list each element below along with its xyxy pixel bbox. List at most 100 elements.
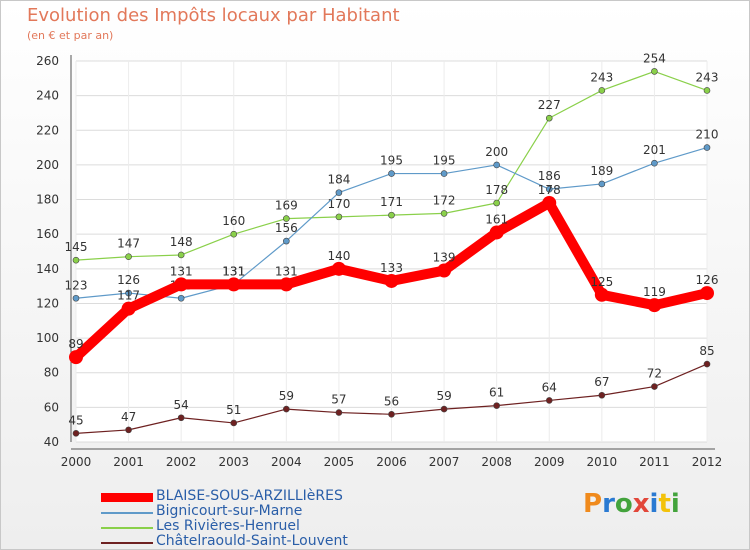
data-label: 139	[433, 251, 456, 265]
data-label: 161	[485, 212, 508, 226]
data-point	[440, 405, 448, 413]
data-point	[440, 170, 448, 177]
data-label: 200	[485, 145, 508, 159]
data-label: 254	[643, 51, 666, 65]
x-tick-label: 2012	[692, 455, 723, 469]
data-label: 156	[275, 221, 298, 235]
data-label: 131	[170, 264, 193, 278]
x-tick-label: 2005	[324, 455, 355, 469]
data-point	[651, 68, 658, 75]
data-label: 145	[65, 240, 88, 254]
legend-label: Bignicourt-sur-Marne	[156, 503, 303, 519]
data-point	[493, 161, 500, 169]
proxiti-logo: Proxiti	[583, 489, 680, 519]
data-point	[388, 170, 395, 177]
data-label: 61	[489, 386, 504, 400]
y-tick-label: 260	[36, 54, 59, 68]
data-point	[125, 426, 132, 434]
x-tick-label: 2004	[271, 455, 302, 469]
x-tick-label: 2010	[587, 455, 618, 469]
data-label: 57	[331, 393, 346, 407]
x-tick-label: 2003	[218, 455, 249, 469]
data-label: 133	[380, 261, 403, 275]
data-point	[69, 350, 83, 365]
data-point	[283, 405, 290, 413]
data-label: 178	[485, 183, 508, 197]
x-tick-label: 2000	[61, 455, 92, 469]
y-tick-label: 140	[36, 262, 59, 276]
legend-label: Les Rivières-Henruel	[156, 518, 300, 534]
data-label: 51	[226, 403, 241, 417]
data-label: 131	[222, 264, 245, 278]
data-point	[598, 180, 606, 188]
data-point	[651, 159, 658, 167]
y-tick-label: 160	[36, 227, 59, 241]
logo-letter: t	[658, 489, 671, 519]
legend-label: BLAISE-SOUS-ARZILLIèRES	[156, 488, 343, 504]
data-point	[283, 237, 290, 245]
data-label: 117	[117, 289, 140, 303]
data-point	[700, 286, 714, 301]
data-point	[598, 391, 606, 399]
data-point	[440, 210, 448, 217]
data-point	[493, 199, 500, 207]
data-point	[545, 397, 553, 404]
logo-letter: o	[614, 489, 633, 519]
logo-letter: x	[632, 489, 650, 519]
legend-swatch	[101, 542, 153, 544]
y-tick-label: 60	[44, 400, 59, 414]
data-point	[335, 409, 343, 416]
y-tick-label: 120	[36, 296, 59, 310]
data-label: 210	[696, 128, 719, 142]
data-label: 172	[433, 193, 456, 207]
data-point	[335, 213, 343, 221]
data-point	[594, 287, 609, 302]
data-point	[651, 383, 658, 390]
logo-letter: P	[583, 489, 603, 519]
x-tick-label: 2009	[534, 455, 565, 469]
data-label: 178	[538, 183, 561, 197]
chart-subtitle: (en € et par an)	[27, 29, 114, 42]
data-label: 195	[380, 154, 403, 168]
x-tick-label: 2006	[376, 455, 407, 469]
data-label: 171	[380, 195, 403, 209]
data-label: 148	[170, 235, 193, 249]
data-point	[542, 196, 557, 211]
data-label: 59	[436, 389, 451, 403]
data-label: 186	[538, 169, 561, 183]
data-point	[388, 211, 395, 219]
data-label: 184	[327, 173, 350, 187]
data-label: 45	[68, 413, 83, 427]
data-label: 189	[590, 164, 613, 178]
data-point	[283, 215, 290, 222]
legend-label: Châtelraould-Saint-Louvent	[156, 533, 348, 549]
data-point	[331, 261, 346, 276]
data-label: 131	[275, 264, 298, 278]
legend-swatch	[101, 512, 153, 514]
data-point	[493, 402, 500, 409]
data-point	[125, 289, 132, 297]
data-point	[703, 87, 711, 94]
data-label: 140	[327, 249, 350, 263]
data-label: 170	[327, 197, 350, 211]
data-point	[177, 414, 185, 422]
chart-title: Evolution des Impôts locaux par Habitant	[27, 5, 400, 26]
data-point	[489, 225, 504, 240]
data-label: 126	[117, 273, 140, 287]
legend-swatch	[101, 527, 153, 529]
y-tick-label: 180	[36, 193, 59, 207]
data-label: 72	[647, 367, 662, 381]
data-label: 243	[696, 70, 719, 84]
data-label: 54	[174, 398, 189, 412]
data-label: 67	[594, 375, 609, 389]
data-label: 201	[643, 143, 666, 157]
data-point	[279, 277, 294, 292]
data-point	[72, 430, 80, 437]
data-point	[72, 256, 80, 264]
data-label: 243	[590, 70, 613, 84]
data-point	[388, 410, 395, 418]
data-point	[230, 230, 238, 238]
x-tick-label: 2011	[639, 455, 670, 469]
